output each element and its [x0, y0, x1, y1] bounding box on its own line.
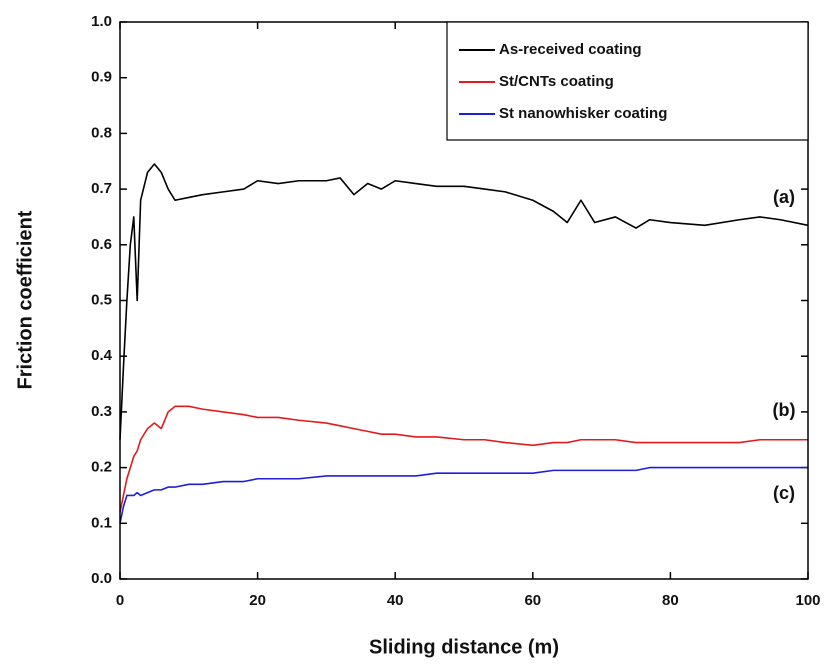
legend-label: St nanowhisker coating [499, 105, 667, 122]
y-tick-label: 0.9 [91, 69, 112, 86]
legend-label: As-received coating [499, 41, 642, 58]
y-tick-label: 0.3 [91, 403, 112, 420]
y-tick-label: 1.0 [91, 13, 112, 30]
x-tick-label: 100 [795, 592, 820, 609]
y-tick-label: 0.8 [91, 124, 112, 141]
series-line [119, 163, 809, 440]
y-tick-label: 0.5 [91, 291, 112, 308]
series-line [119, 466, 808, 524]
x-tick-label: 60 [524, 592, 541, 609]
y-axis-title: Friction coefficient [14, 210, 36, 389]
legend-label: St/CNTs coating [499, 73, 614, 90]
y-tick-label: 0.1 [91, 514, 112, 531]
y-tick-label: 0.7 [91, 180, 112, 197]
series-line [119, 405, 808, 513]
x-tick-label: 40 [387, 592, 404, 609]
y-tick-label: 0.0 [91, 570, 112, 587]
annotation: (c) [773, 483, 795, 503]
x-tick-label: 0 [116, 592, 124, 609]
y-tick-label: 0.6 [91, 236, 112, 253]
x-axis-title: Sliding distance (m) [369, 636, 559, 658]
x-tick-label: 20 [249, 592, 266, 609]
legend-box [446, 21, 809, 141]
y-tick-label: 0.4 [91, 347, 113, 364]
x-tick-label: 80 [662, 592, 679, 609]
annotation: (a) [773, 187, 795, 207]
annotation: (b) [773, 400, 796, 420]
y-tick-label: 0.2 [91, 459, 112, 476]
